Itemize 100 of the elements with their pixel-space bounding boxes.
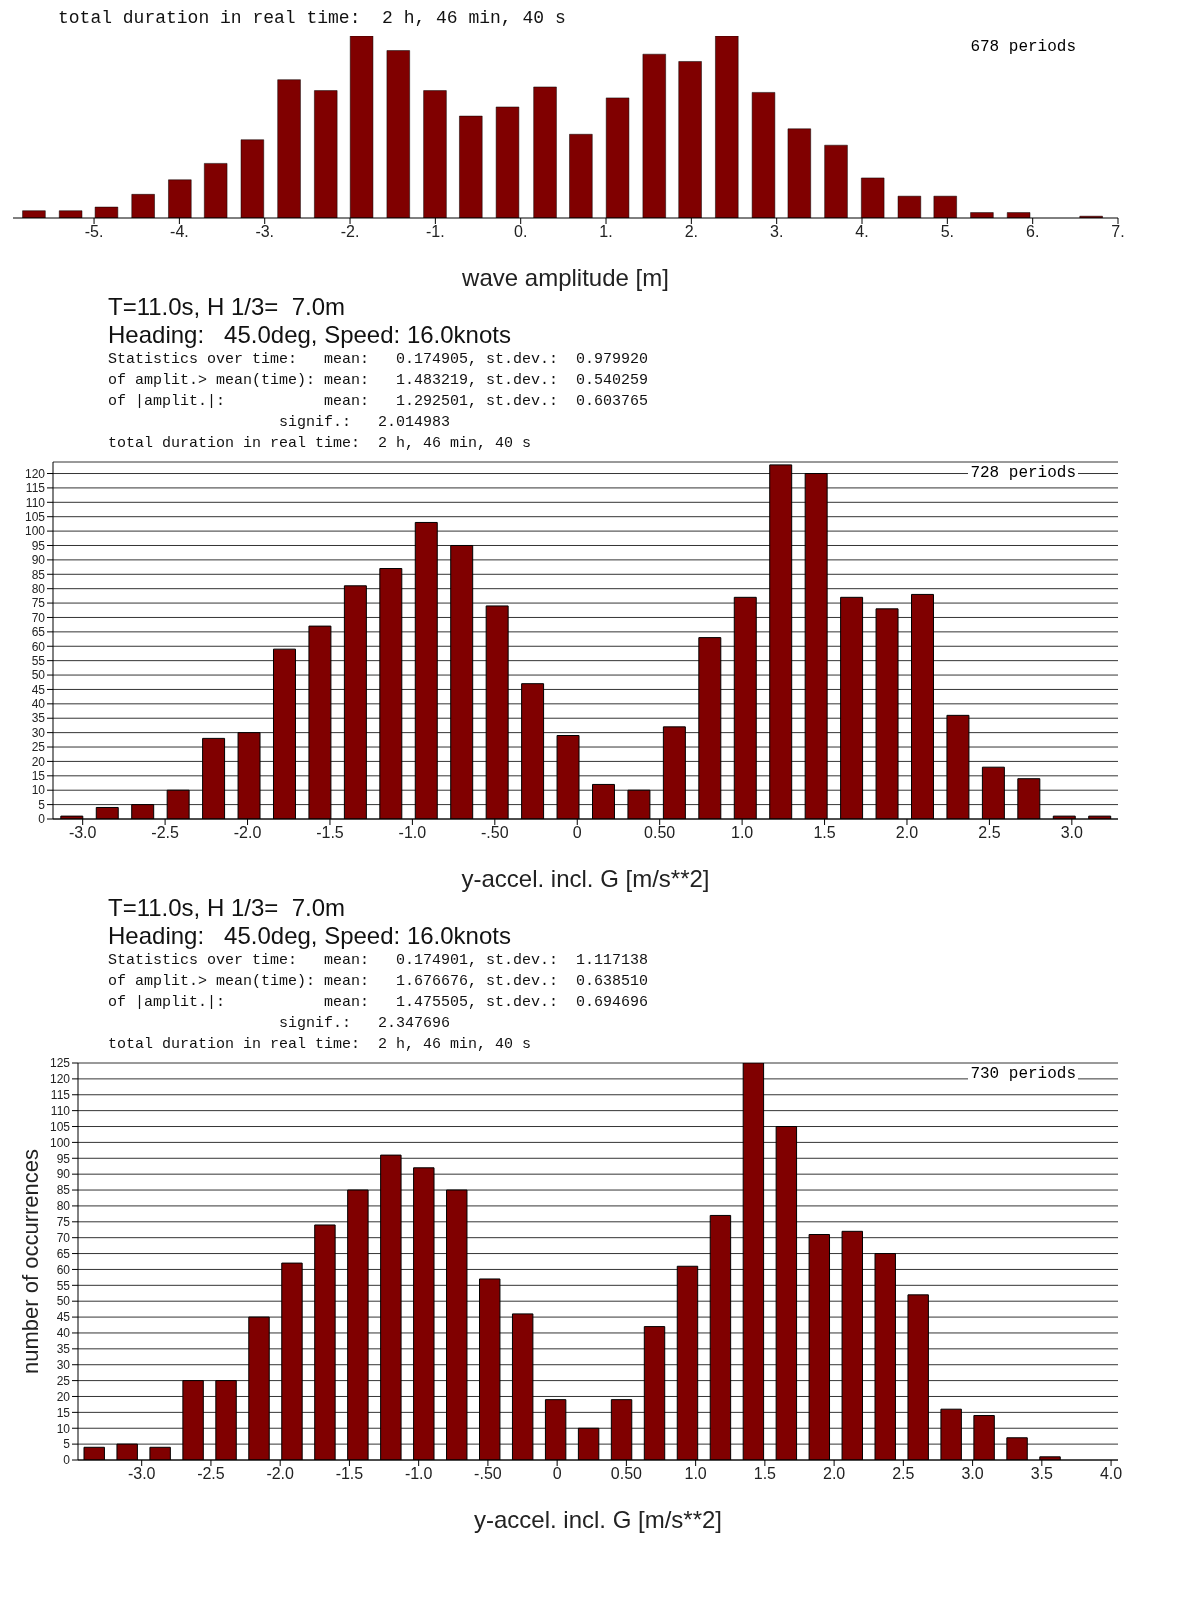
y-tick-label: 60 — [56, 1262, 71, 1277]
y-tick-label: 115 — [50, 1088, 71, 1103]
x-tick-label: 2.5 — [978, 824, 1001, 842]
y-tick-label: 95 — [31, 538, 46, 553]
x-tick-label: -.50 — [474, 1465, 502, 1483]
x-tick-label: 4. — [855, 223, 869, 241]
x-tick-label: 1.0 — [684, 1465, 707, 1483]
y-tick-label: 65 — [31, 625, 46, 640]
y-tick-label: 20 — [56, 1389, 71, 1404]
y-axis-title: number of occurrences — [17, 1149, 43, 1374]
y-tick-label: 15 — [31, 769, 46, 784]
x-tick-label: -3. — [255, 223, 275, 241]
y-tick-label: 25 — [31, 740, 46, 755]
y-tick-label: 55 — [31, 653, 46, 668]
y-tick-label: 75 — [56, 1215, 71, 1230]
x-tick-label: 3.0 — [1060, 824, 1084, 842]
x-tick-label: 0 — [552, 1465, 562, 1483]
y-tick-label: 120 — [49, 1072, 71, 1087]
x-tick-label: 1.5 — [753, 1465, 777, 1483]
x-tick-label: -3.0 — [68, 824, 97, 842]
y-tick-label: 50 — [56, 1294, 71, 1309]
annotation: 730 periods — [968, 1065, 1078, 1083]
y-tick-label: 65 — [56, 1246, 71, 1261]
x-tick-label: 0.50 — [610, 1465, 643, 1483]
text: signif.: 2.014983 — [278, 413, 452, 433]
text: Statistics over time: mean: 0.174905, st.dev.: 0.979920 — [108, 350, 650, 370]
y-tick-label: 115 — [25, 481, 46, 496]
y-tick-label: 100 — [24, 524, 46, 539]
text: total duration in real time: 2 h, 46 min, 40 s — [108, 1035, 533, 1055]
text: of |amplit.|: mean: 1.292501, st.dev.: 0.603765 — [108, 392, 650, 412]
x-tick-label: 2.0 — [895, 824, 919, 842]
y-tick-label: 105 — [24, 509, 46, 524]
x-tick-label: -3.0 — [127, 1465, 156, 1483]
y-tick-label: 105 — [49, 1119, 71, 1134]
y-tick-label: 110 — [25, 495, 46, 510]
y-tick-label: 100 — [49, 1135, 71, 1150]
chart-subtitle: Heading: 45.0deg, Speed: 16.0knots — [108, 922, 512, 950]
text: Statistics over time: mean: 0.174901, st.dev.: 1.117138 — [108, 951, 650, 971]
y-tick-label: 80 — [56, 1199, 71, 1214]
x-tick-label: 2.5 — [892, 1465, 915, 1483]
annotation: 728 periods — [968, 464, 1078, 482]
x-tick-label: 3.0 — [961, 1465, 984, 1483]
y-tick-label: 25 — [56, 1373, 71, 1388]
y-tick-label: 20 — [31, 754, 46, 769]
x-tick-label: 4.0 — [1099, 1465, 1123, 1483]
x-tick-label: 3.5 — [1030, 1465, 1054, 1483]
y-tick-label: 10 — [56, 1421, 71, 1436]
y-tick-label: 110 — [50, 1103, 71, 1118]
x-tick-label: 2.0 — [822, 1465, 846, 1483]
y-tick-label: 55 — [56, 1278, 71, 1293]
x-tick-label: -1.0 — [398, 824, 427, 842]
x-tick-label: -1.5 — [335, 1465, 364, 1483]
y-tick-label: 30 — [31, 725, 46, 740]
x-axis-title: wave amplitude [m] — [461, 264, 669, 291]
x-tick-label: 6. — [1026, 223, 1040, 241]
x-axis-title: y-accel. incl. G [m/s**2] — [473, 1506, 723, 1533]
x-tick-label: 1. — [599, 223, 613, 241]
y-tick-label: 35 — [56, 1342, 71, 1357]
x-tick-label: 3. — [770, 223, 784, 241]
y-tick-label: 95 — [56, 1151, 71, 1166]
x-tick-label: -1.0 — [404, 1465, 433, 1483]
y-tick-label: 45 — [56, 1310, 71, 1325]
x-axis-title: y-accel. incl. G [m/s**2] — [461, 865, 710, 892]
annotation: 678 periods — [968, 38, 1078, 56]
y-tick-label: 40 — [56, 1326, 71, 1341]
text: of amplit.> mean(time): mean: 1.676676, st.dev.: 0.638510 — [108, 972, 650, 992]
x-tick-label: 2. — [684, 223, 699, 241]
chart-title: T=11.0s, H 1/3= 7.0m — [108, 293, 346, 321]
x-tick-label: -2.0 — [266, 1465, 295, 1483]
y-tick-label: 15 — [56, 1405, 71, 1420]
y-tick-label: 90 — [56, 1167, 71, 1182]
y-tick-label: 70 — [31, 610, 46, 625]
y-tick-label: 0 — [38, 812, 46, 827]
y-tick-label: 90 — [31, 553, 46, 568]
text: of |amplit.|: mean: 1.475505, st.dev.: 0.694696 — [108, 993, 650, 1013]
x-tick-label: 7. — [1111, 223, 1125, 241]
y-tick-label: 10 — [31, 783, 46, 798]
y-tick-label: 40 — [31, 697, 46, 712]
x-tick-label: -4. — [170, 223, 189, 241]
x-tick-label: 0 — [572, 824, 582, 842]
x-tick-label: -2.5 — [151, 824, 179, 842]
text: total duration in real time: 2 h, 46 min, 40 s — [108, 434, 533, 454]
y-tick-label: 5 — [38, 797, 46, 812]
y-tick-label: 125 — [49, 1056, 71, 1071]
x-tick-label: -1.5 — [316, 824, 344, 842]
y-tick-label: 30 — [56, 1357, 71, 1372]
x-tick-label: -2.5 — [197, 1465, 225, 1483]
x-tick-label: 1.0 — [730, 824, 754, 842]
y-tick-label: 50 — [31, 668, 46, 683]
y-tick-label: 85 — [56, 1183, 71, 1198]
y-tick-label: 75 — [31, 596, 46, 611]
y-tick-label: 120 — [24, 466, 46, 481]
x-tick-label: -5. — [84, 223, 104, 241]
x-tick-label: -1. — [426, 223, 445, 241]
x-tick-label: 1.5 — [813, 824, 836, 842]
y-tick-label: 5 — [63, 1437, 71, 1452]
x-tick-label: 0. — [514, 223, 528, 241]
chart-subtitle: Heading: 45.0deg, Speed: 16.0knots — [108, 321, 512, 349]
x-tick-label: 0.50 — [644, 824, 676, 842]
text: of amplit.> mean(time): mean: 1.483219, st.dev.: 0.540259 — [108, 371, 650, 391]
